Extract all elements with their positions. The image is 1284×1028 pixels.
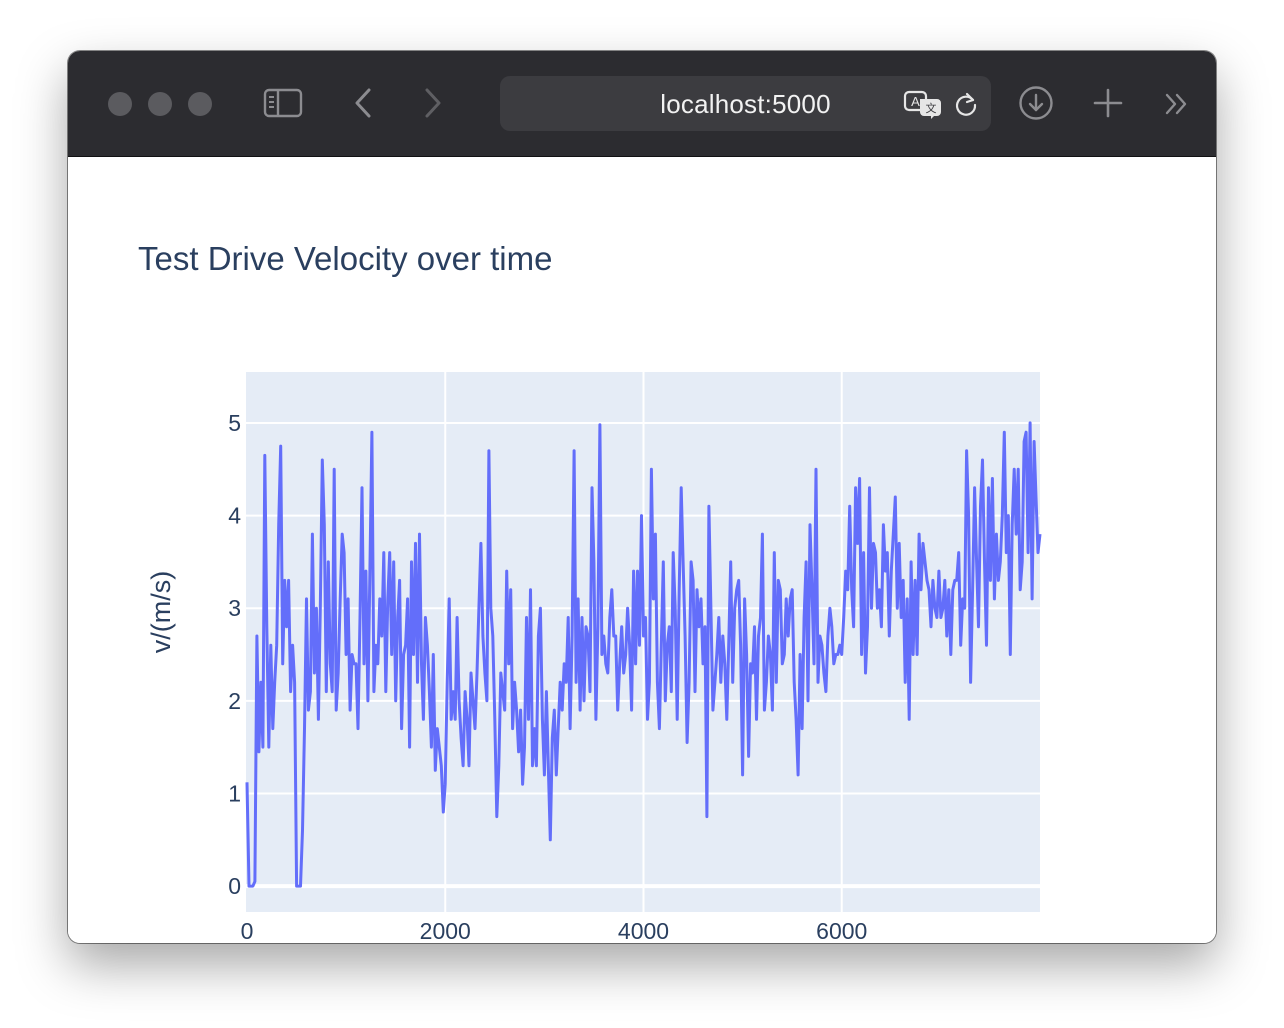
chevron-left-icon[interactable] <box>348 86 378 120</box>
y-tick-label: 0 <box>228 873 241 899</box>
svg-text:A: A <box>911 94 920 109</box>
y-tick-label: 2 <box>228 688 241 714</box>
y-tick-label: 1 <box>228 780 241 806</box>
x-tick-labels: 0 2000 4000 6000 <box>241 918 868 943</box>
x-tick-label: 0 <box>241 918 254 943</box>
zoom-window-button[interactable] <box>188 92 212 116</box>
x-tick-label: 2000 <box>420 918 471 943</box>
translate-icon[interactable]: A 文 <box>902 88 944 120</box>
close-window-button[interactable] <box>108 92 132 116</box>
reload-icon[interactable] <box>952 90 980 118</box>
plus-icon[interactable] <box>1092 87 1124 119</box>
x-tick-label: 6000 <box>816 918 867 943</box>
download-icon[interactable] <box>1018 85 1054 121</box>
double-chevron-right-icon[interactable] <box>1162 89 1192 119</box>
address-bar[interactable]: localhost:5000 A 文 <box>500 76 991 131</box>
sidebar-icon[interactable] <box>262 87 304 119</box>
minimize-window-button[interactable] <box>148 92 172 116</box>
browser-toolbar: localhost:5000 A 文 <box>68 51 1216 157</box>
y-tick-label: 5 <box>228 410 241 436</box>
y-axis-label: v/(m/s) <box>146 571 176 653</box>
chevron-right-icon[interactable] <box>418 86 448 120</box>
browser-window: localhost:5000 A 文 <box>68 51 1216 943</box>
y-tick-label: 4 <box>228 503 241 529</box>
velocity-chart: Test Drive Velocity over time 0 1 2 3 4 5 0 20… <box>68 157 1216 943</box>
page-content: Test Drive Velocity over time 0 1 2 3 4 5 0 20… <box>68 157 1216 943</box>
x-tick-label: 4000 <box>618 918 669 943</box>
chart-title: Test Drive Velocity over time <box>138 240 552 277</box>
y-tick-labels: 0 1 2 3 4 5 <box>228 410 241 899</box>
y-tick-label: 3 <box>228 595 241 621</box>
svg-text:文: 文 <box>926 101 937 115</box>
